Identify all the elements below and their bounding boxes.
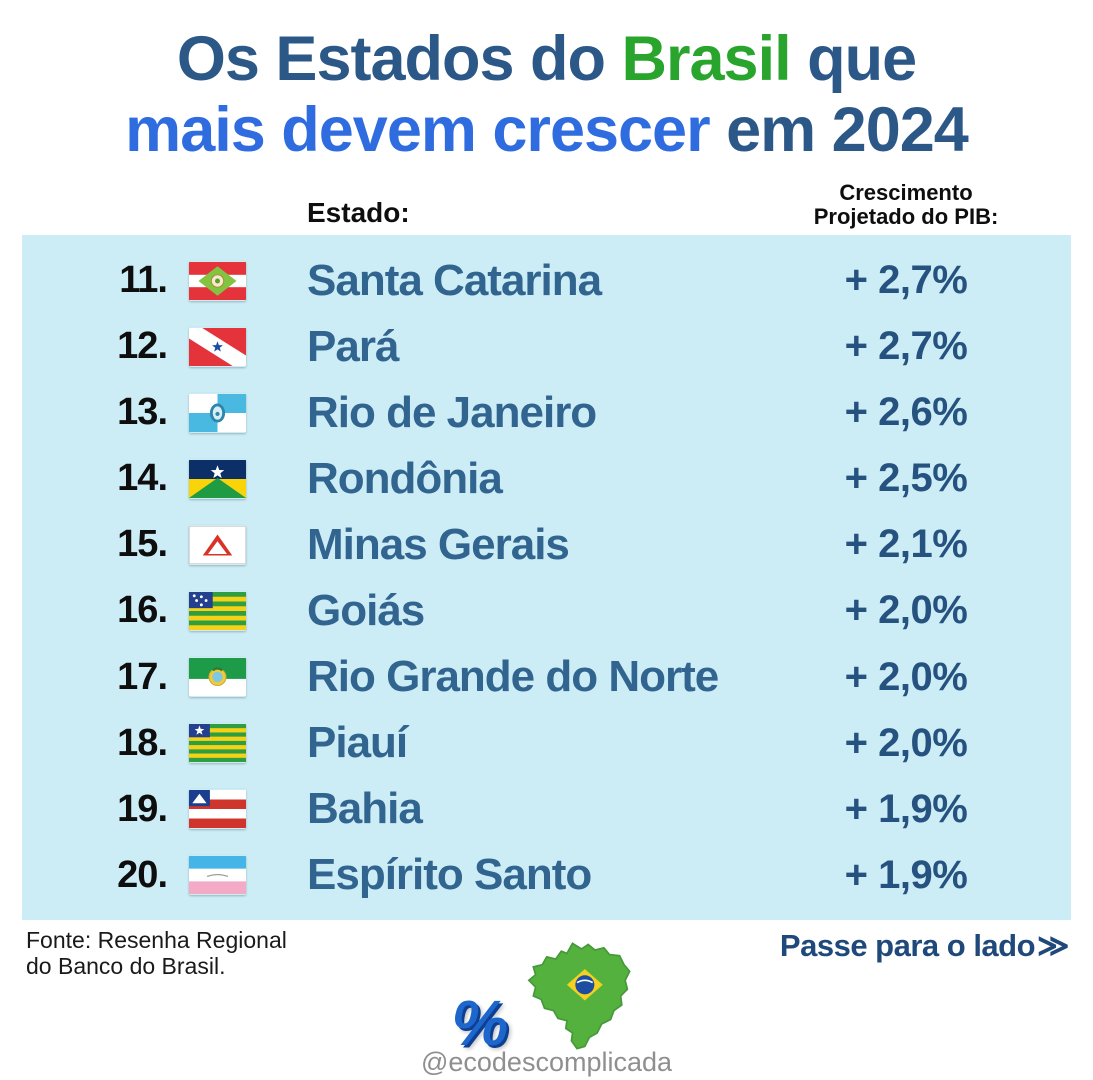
source-note: Fonte: Resenha Regional do Banco do Bras… bbox=[26, 928, 287, 980]
growth-value: + 2,0% bbox=[844, 654, 968, 699]
swipe-hint: Passe para o lado≫ bbox=[779, 928, 1070, 964]
rank-number: 20. bbox=[117, 853, 168, 896]
source-note-line1: Fonte: Resenha Regional bbox=[26, 927, 287, 954]
table-row: 15. Minas Gerais + 2,1% bbox=[22, 520, 1071, 570]
state-name: Pará bbox=[307, 321, 399, 371]
rank-number: 16. bbox=[117, 589, 168, 632]
growth-value: + 1,9% bbox=[844, 852, 968, 897]
rank-number: 17. bbox=[117, 655, 168, 698]
rank-number: 18. bbox=[117, 721, 168, 764]
table-row: 14. Rondônia + 2,5% bbox=[22, 454, 1071, 504]
flag-minas-gerais-icon bbox=[167, 525, 267, 565]
growth-value: + 2,1% bbox=[844, 522, 968, 567]
flag-espirito-santo-icon bbox=[167, 855, 267, 895]
table-header: Estado: Crescimento Projetado do PIB: bbox=[22, 180, 1071, 230]
flag-santa-catarina-icon bbox=[167, 261, 267, 301]
flag-rio-de-janeiro-icon bbox=[167, 393, 267, 433]
title-text-brasil: Brasil bbox=[621, 24, 791, 94]
growth-table: 11. Santa Catarina + 2,7% 12. Pará + 2,7% 13. R… bbox=[22, 235, 1071, 921]
instagram-handle: @ecodescomplicada bbox=[420, 1047, 673, 1077]
table-row: 19. Bahia + 1,9% bbox=[22, 784, 1071, 834]
title-text-dark2: que bbox=[790, 24, 917, 94]
table-row: 20. Espírito Santo + 1,9% bbox=[22, 850, 1071, 900]
table-row: 12. Pará + 2,7% bbox=[22, 322, 1071, 372]
state-name: Goiás bbox=[307, 585, 425, 635]
footer: Fonte: Resenha Regional do Banco do Bras… bbox=[26, 928, 1069, 980]
column-header-estado: Estado: bbox=[307, 197, 410, 229]
percent-logo-icon: % bbox=[451, 987, 509, 1059]
column-header-crescimento-line2: Projetado do PIB: bbox=[813, 204, 999, 230]
double-chevron-icon: ≫ bbox=[1037, 928, 1069, 964]
flag-bahia-icon bbox=[167, 789, 267, 829]
flag-rio-grande-do-norte-icon bbox=[167, 657, 267, 697]
swipe-hint-label: Passe para o lado bbox=[779, 928, 1036, 964]
source-note-line2: do Banco do Brasil. bbox=[26, 953, 226, 980]
page-title: Os Estados do Brasil que mais devem cresc… bbox=[10, 24, 1083, 165]
flag-para-icon bbox=[167, 327, 267, 367]
growth-value: + 2,7% bbox=[844, 258, 968, 303]
growth-value: + 2,7% bbox=[844, 324, 968, 369]
table-row: 11. Santa Catarina + 2,7% bbox=[22, 256, 1071, 306]
state-name: Rio de Janeiro bbox=[307, 387, 597, 437]
table-row: 18. Piauí + 2,0% bbox=[22, 718, 1071, 768]
growth-value: + 2,5% bbox=[844, 456, 968, 501]
column-header-crescimento: Crescimento Projetado do PIB: bbox=[741, 180, 1071, 230]
growth-value: + 2,0% bbox=[844, 720, 968, 765]
growth-value: + 1,9% bbox=[844, 786, 968, 831]
state-name: Espírito Santo bbox=[307, 850, 592, 900]
table-row: 17. Rio Grande do Norte + 2,0% bbox=[22, 652, 1071, 702]
title-text-dark3: em 2024 bbox=[709, 94, 969, 165]
rank-number: 12. bbox=[117, 325, 168, 368]
rank-number: 13. bbox=[117, 391, 168, 434]
flag-goias-icon bbox=[167, 591, 267, 631]
state-name: Piauí bbox=[307, 718, 408, 768]
rank-number: 19. bbox=[117, 787, 168, 830]
growth-value: + 2,0% bbox=[844, 588, 968, 633]
brazil-map-icon bbox=[527, 942, 631, 1050]
state-name: Rio Grande do Norte bbox=[307, 652, 719, 702]
growth-value: + 2,6% bbox=[844, 390, 968, 435]
flag-piaui-icon bbox=[167, 723, 267, 763]
state-name: Minas Gerais bbox=[307, 519, 570, 569]
table-row: 13. Rio de Janeiro + 2,6% bbox=[22, 388, 1071, 438]
column-header-crescimento-line1: Crescimento bbox=[839, 180, 973, 206]
rank-number: 15. bbox=[117, 523, 168, 566]
title-text-dark: Os Estados do bbox=[176, 24, 622, 94]
rank-number: 14. bbox=[117, 457, 168, 500]
flag-rondonia-icon bbox=[167, 459, 267, 499]
title-text-highlight: mais devem crescer bbox=[125, 94, 710, 165]
branding-logo: % @ecodescomplicada bbox=[367, 928, 727, 1080]
state-name: Santa Catarina bbox=[307, 255, 602, 305]
state-name: Bahia bbox=[307, 784, 423, 834]
state-name: Rondônia bbox=[307, 453, 503, 503]
rank-number: 11. bbox=[119, 259, 168, 302]
table-row: 16. Goiás + 2,0% bbox=[22, 586, 1071, 636]
